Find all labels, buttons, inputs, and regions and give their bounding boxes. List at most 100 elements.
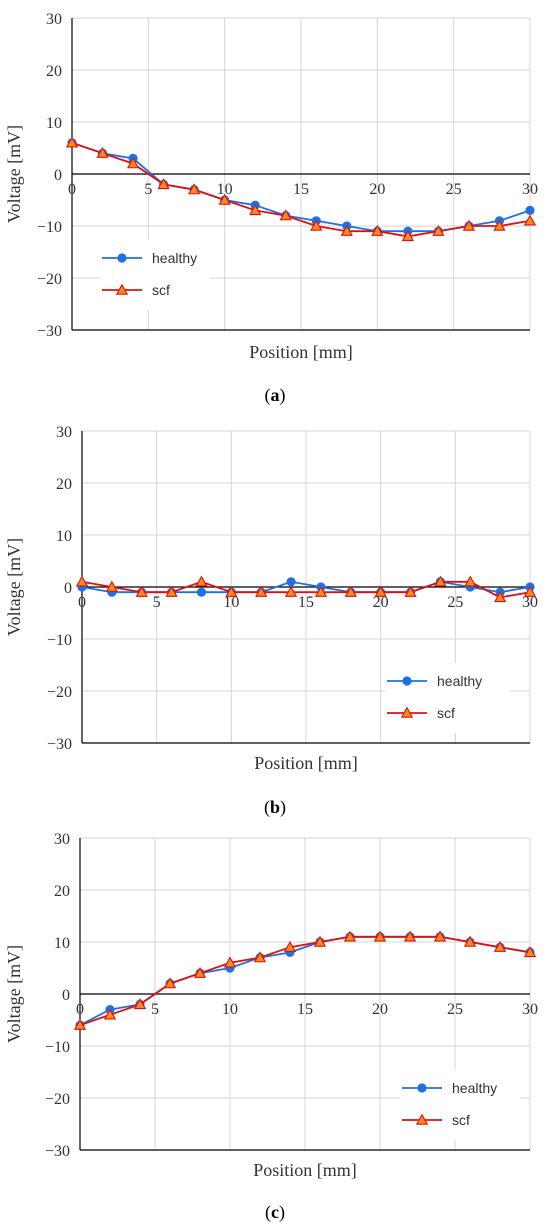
chart-panel-b: −30 −20 −10 0 10 20 30 0 5 10 15 20 25 30 Position [mm… — [0, 413, 550, 823]
chart-a-legend-box — [100, 240, 210, 310]
chart-a-legend-marker-healthy — [117, 253, 127, 263]
chart-c-y-tick-label: −10 — [45, 1039, 70, 1056]
chart-c-legend-label-healthy: healthy — [452, 1080, 497, 1096]
chart-b-point-scf — [135, 585, 148, 597]
chart-c-point-scf — [403, 930, 417, 942]
chart-c-point-scf — [253, 951, 267, 963]
chart-b-point-scf — [404, 585, 417, 597]
chart-c-y-tick-label: −30 — [45, 1143, 70, 1160]
chart-c-legend-box — [400, 1070, 520, 1140]
chart-a-point-scf — [462, 219, 476, 231]
chart-b-legend-label-healthy: healthy — [437, 673, 482, 689]
chart-b-y-tick-label: −20 — [47, 684, 72, 701]
chart-c-point-scf — [73, 1018, 87, 1030]
chart-b-x-tick-label: 0 — [78, 594, 86, 611]
chart-c-x-tick-label: 5 — [151, 1001, 159, 1018]
chart-b-y-tick-label: 10 — [56, 528, 72, 545]
chart-b-point-scf — [195, 575, 208, 587]
chart-a-point-scf — [401, 230, 415, 242]
chart-b-y-tick-label: 20 — [56, 476, 72, 493]
chart-a-point-scf — [187, 183, 201, 195]
chart-a-x-axis-title: Position [mm] — [249, 342, 353, 362]
chart-b-point-healthy — [286, 577, 296, 587]
chart-a-y-tick-label: 10 — [46, 115, 62, 132]
chart-c-point-scf — [103, 1008, 117, 1020]
chart-c-point-scf — [523, 946, 537, 958]
chart-c-point-scf — [373, 930, 387, 942]
chart-a-point-scf — [157, 178, 170, 190]
chart-c-x-tick-label: 15 — [297, 1001, 313, 1018]
chart-b-x-tick-label: 5 — [153, 594, 161, 611]
chart-b-point-scf — [105, 580, 119, 592]
chart-c-legend-label-scf: scf — [452, 1112, 470, 1128]
chart-b-point-scf — [255, 585, 268, 597]
chart-a-x-tick-label: 30 — [522, 181, 538, 198]
chart-a-y-axis-title: Voltage [mV] — [4, 125, 24, 223]
chart-a-point-scf — [249, 204, 262, 216]
chart-b-series-line-scf — [81, 580, 531, 599]
chart-b-point-scf — [523, 585, 537, 597]
chart-b-x-tick-label: 20 — [373, 594, 389, 611]
chart-a-point-scf — [310, 219, 323, 231]
chart-c-x-tick-label: 25 — [447, 1001, 463, 1018]
chart-c-legend-marker-healthy — [417, 1083, 427, 1093]
caption-b: (b) — [263, 797, 286, 817]
chart-c-y-tick-label: 30 — [54, 831, 70, 848]
chart-c-y-tick-label: 0 — [62, 987, 70, 1004]
chart-a-x-tick-label: 15 — [293, 181, 309, 198]
chart-a-legend-marker-scf — [115, 283, 129, 295]
chart-b-point-scf — [434, 575, 447, 587]
chart-c-point-scf — [493, 940, 507, 952]
chart-panel-a: −30 −20 −10 0 10 20 30 0 5 10 15 20 25 30 Position [mm… — [0, 0, 550, 410]
chart-b-legend-label-scf: scf — [437, 705, 455, 721]
chart-c-point-scf — [313, 935, 327, 947]
chart-a-y-tick-label: −30 — [37, 323, 62, 340]
chart-b-svg: −30 −20 −10 0 10 20 30 0 5 10 15 20 25 30 Position [mm… — [4, 424, 538, 773]
chart-c-point-scf — [283, 940, 297, 952]
chart-panel-c: −30 −20 −10 0 10 20 30 0 5 10 15 20 25 30 Position [mm… — [0, 820, 550, 1230]
chart-a-legend-label-scf: scf — [152, 282, 170, 298]
chart-b-point-scf — [314, 585, 328, 597]
chart-a-x-tick-label: 20 — [369, 181, 385, 198]
caption-c: (c) — [265, 1202, 285, 1222]
chart-c-legend-marker-scf — [415, 1113, 429, 1125]
chart-c-x-axis-title: Position [mm] — [253, 1160, 357, 1180]
chart-b-point-healthy — [196, 587, 207, 597]
chart-b-point-scf — [284, 585, 298, 597]
chart-c-y-tick-label: 20 — [54, 883, 70, 900]
chart-a-x-tick-label: 5 — [144, 181, 152, 198]
chart-a-svg: −30 −20 −10 0 10 20 30 0 5 10 15 20 25 30 Position [mm… — [4, 11, 538, 362]
chart-a-y-tick-label: −10 — [37, 219, 62, 236]
chart-a-series-line-scf — [71, 141, 531, 238]
chart-a-point-scf — [523, 214, 537, 226]
chart-c-y-tick-label: 10 — [54, 935, 70, 952]
chart-c-point-scf — [463, 935, 477, 947]
chart-a-point-scf — [493, 219, 506, 231]
caption-b-letter: b — [269, 797, 280, 817]
chart-a-point-scf — [340, 224, 353, 236]
chart-b-point-scf — [374, 585, 387, 597]
chart-b-point-scf — [165, 585, 178, 597]
chart-a-x-tick-label: 0 — [68, 181, 76, 198]
chart-b-x-tick-label: 15 — [298, 594, 314, 611]
chart-c-point-scf — [223, 956, 237, 968]
caption-c-letter: c — [271, 1202, 279, 1222]
chart-b-y-tick-label: −10 — [47, 632, 72, 649]
caption-a: (a) — [264, 385, 286, 405]
chart-a-point-healthy — [525, 205, 535, 215]
chart-b-y-tick-label: 30 — [56, 424, 72, 441]
chart-a-x-tick-label: 25 — [446, 181, 462, 198]
chart-c-x-tick-label: 30 — [522, 1001, 538, 1018]
chart-a-legend-label-healthy: healthy — [152, 250, 197, 266]
chart-c-series-line-scf — [79, 935, 531, 1027]
chart-c-y-axis-title: Voltage [mV] — [4, 945, 24, 1043]
chart-c-svg: −30 −20 −10 0 10 20 30 0 5 10 15 20 25 30 Position [mm… — [4, 831, 538, 1180]
chart-c-x-tick-label: 0 — [76, 1001, 84, 1018]
chart-a-point-scf — [371, 224, 384, 236]
chart-a-point-scf — [218, 193, 231, 205]
chart-a-y-tick-label: −20 — [37, 271, 62, 288]
chart-a-y-tick-label: 30 — [46, 11, 62, 28]
chart-b-legend-marker-scf — [400, 706, 414, 718]
chart-a-point-scf — [432, 224, 445, 236]
chart-a-y-tick-label: 20 — [46, 63, 62, 80]
